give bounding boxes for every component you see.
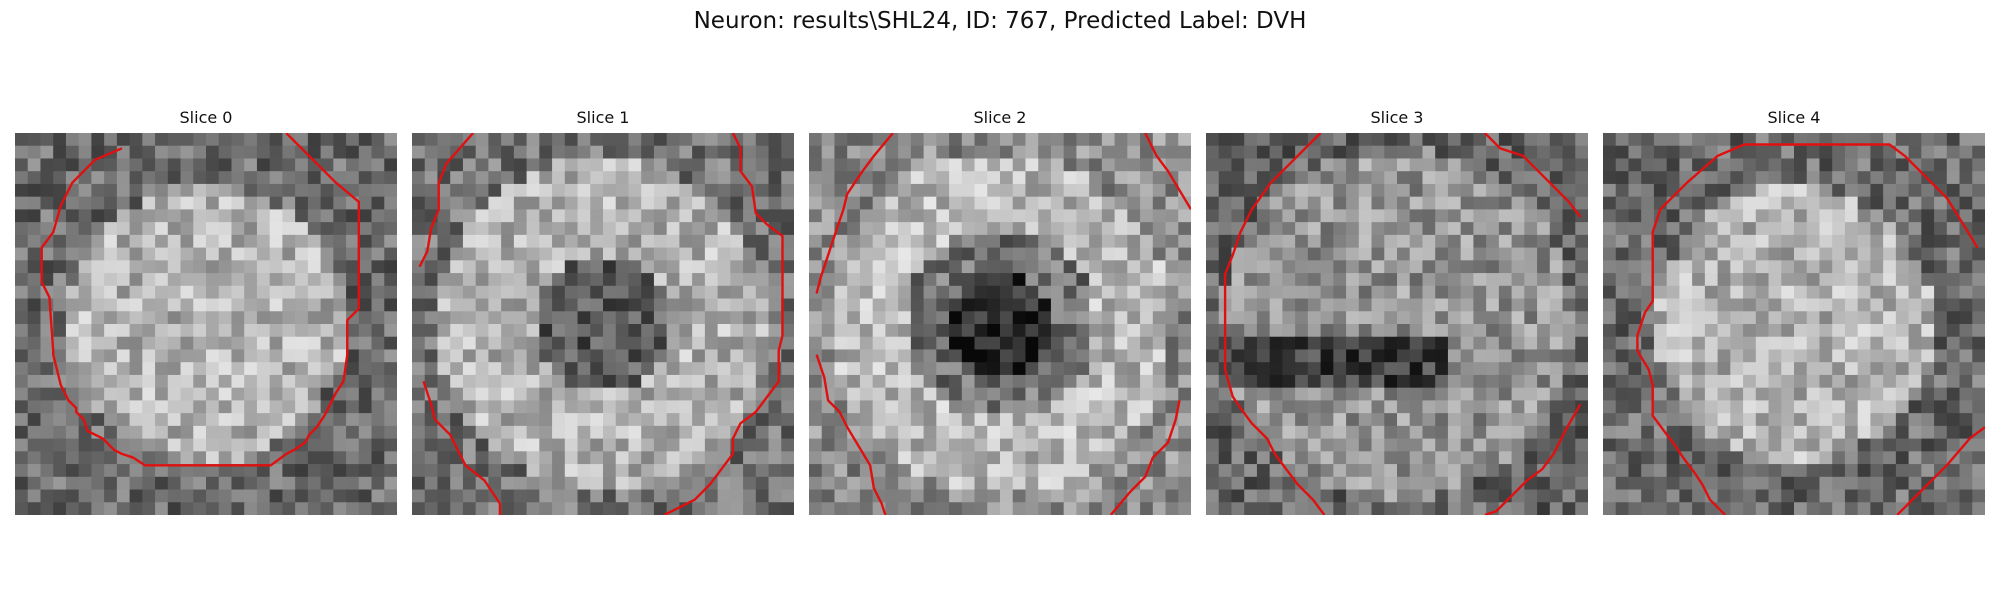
contour-line bbox=[1109, 400, 1181, 515]
slice-panel: Slice 0 bbox=[15, 107, 397, 515]
contour-line bbox=[422, 380, 502, 515]
pixel-grid bbox=[412, 133, 794, 515]
pixel-grid bbox=[1206, 133, 1588, 515]
pixel-grid bbox=[15, 133, 397, 515]
pixel-grid bbox=[809, 133, 1191, 515]
contour-line bbox=[1636, 143, 1979, 515]
slice-title: Slice 1 bbox=[576, 108, 630, 127]
pixel-grid bbox=[1603, 133, 1985, 515]
contour-line bbox=[1144, 133, 1191, 211]
slice-panel: Slice 2 bbox=[809, 107, 1191, 515]
contour-line bbox=[663, 133, 784, 515]
slice-image bbox=[1206, 133, 1588, 515]
slice-title: Slice 3 bbox=[1370, 108, 1424, 127]
contour-line bbox=[815, 354, 887, 515]
contour-line bbox=[1223, 133, 1326, 515]
slice-image bbox=[412, 133, 794, 515]
slice-panel: Slice 1 bbox=[412, 107, 794, 515]
contour-line bbox=[1484, 133, 1582, 218]
contour-line bbox=[40, 133, 360, 467]
contour-line bbox=[418, 133, 475, 268]
figure-title: Neuron: results\SHL24, ID: 767, Predicte… bbox=[693, 8, 1307, 34]
slice-title: Slice 4 bbox=[1767, 108, 1821, 127]
slice-title: Slice 2 bbox=[973, 108, 1027, 127]
slice-image bbox=[15, 133, 397, 515]
slice-image bbox=[809, 133, 1191, 515]
slice-panel: Slice 4 bbox=[1603, 107, 1985, 515]
slice-image bbox=[1603, 133, 1985, 515]
slice-title: Slice 0 bbox=[179, 108, 233, 127]
contour-line bbox=[1484, 403, 1582, 515]
contour-line bbox=[815, 133, 894, 294]
slice-panel: Slice 3 bbox=[1206, 107, 1588, 515]
contour-line bbox=[1896, 426, 1985, 515]
